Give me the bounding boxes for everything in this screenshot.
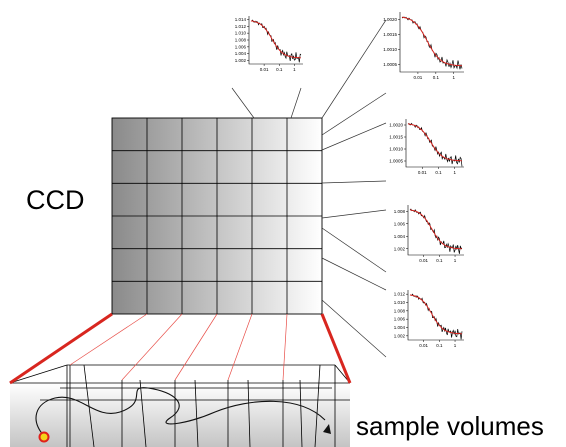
- measured-correlation-curve: [401, 16, 463, 70]
- plot-axes: [407, 205, 464, 256]
- x-tick-label: 1: [454, 343, 457, 348]
- x-tick-label: 0.01: [419, 343, 428, 348]
- ccd-label: CCD: [26, 185, 85, 215]
- fit-curve: [409, 294, 462, 335]
- y-tick-label: 1.004: [235, 51, 247, 56]
- x-tick-label: 0.01: [414, 75, 423, 80]
- measured-correlation-curve: [409, 293, 463, 340]
- x-tick-label: 0.1: [436, 258, 443, 263]
- trajectory-arrowhead: [323, 424, 331, 434]
- x-tick-label: 0.1: [436, 343, 443, 348]
- y-tick-label: 1.006: [394, 317, 406, 322]
- y-tick-label: 1.0005: [383, 62, 397, 67]
- particle-trajectory: [35, 387, 331, 443]
- plot-right-1: 1.0020 1.0015 1.0010 1.0005 0.01 0.1 1: [383, 12, 464, 80]
- x-tick-label: 0.01: [418, 170, 427, 175]
- sample-volumes-label: sample volumes: [356, 411, 544, 441]
- fit-curve: [407, 123, 462, 162]
- ccd-pixel-grid: [112, 118, 322, 314]
- plot-axes: [248, 16, 303, 65]
- y-tick-label: 1.0010: [389, 147, 403, 152]
- x-tick-label: 1: [293, 67, 296, 72]
- plot-axes: [399, 12, 464, 73]
- fit-curve: [409, 209, 462, 250]
- y-tick-label: 1.002: [394, 246, 406, 251]
- fit-curve: [250, 20, 301, 59]
- y-tick-label: 1.006: [394, 221, 406, 226]
- y-tick-label: 1.010: [235, 31, 247, 36]
- y-tick-label: 1.0005: [389, 159, 403, 164]
- y-tick-label: 1.004: [394, 234, 406, 239]
- plot-right-3: 1.008 1.006 1.004 1.002 0.01 0.1 1: [394, 205, 464, 263]
- y-tick-label: 1.0020: [383, 17, 397, 22]
- y-tick-label: 1.010: [394, 300, 406, 305]
- y-tick-label: 1.002: [235, 58, 247, 63]
- y-tick-label: 1.012: [235, 24, 247, 29]
- x-tick-label: 0.1: [435, 170, 442, 175]
- y-tick-label: 1.0010: [383, 47, 397, 52]
- y-tick-label: 1.002: [394, 333, 406, 338]
- y-tick-label: 1.008: [394, 308, 406, 313]
- plot-axes: [407, 290, 464, 341]
- x-tick-label: 1: [453, 170, 456, 175]
- plot-right-4: 1.012 1.010 1.008 1.006 1.004 1.002 0.01 0.1 1: [394, 290, 464, 348]
- y-tick-label: 1.0015: [389, 135, 403, 140]
- y-tick-label: 1.008: [394, 209, 406, 214]
- plot-axes: [405, 119, 464, 168]
- y-tick-label: 1.014: [235, 17, 247, 22]
- ccd-detector: [111, 117, 323, 315]
- projection-lines: [9, 312, 352, 385]
- x-tick-label: 1: [454, 258, 457, 263]
- sample-volume-box: [9, 364, 351, 447]
- y-tick-label: 1.004: [394, 325, 406, 330]
- measured-correlation-curve: [409, 208, 463, 254]
- y-tick-label: 1.006: [235, 44, 247, 49]
- plot-right-2: 1.0020 1.0015 1.0010 1.0005 0.01 0.1 1: [389, 119, 464, 175]
- x-tick-label: 0.1: [433, 75, 440, 80]
- pixel-to-plot-connectors: [231, 19, 387, 358]
- particle-dot: [38, 431, 50, 443]
- fit-curve: [401, 16, 462, 67]
- measured-correlation-curve: [250, 19, 302, 63]
- y-tick-label: 1.008: [235, 38, 247, 43]
- y-tick-label: 1.0015: [383, 32, 397, 37]
- x-tick-label: 1: [453, 75, 456, 80]
- x-tick-label: 0.01: [419, 258, 428, 263]
- y-tick-label: 1.012: [394, 292, 406, 297]
- x-tick-label: 0.01: [260, 67, 269, 72]
- x-tick-label: 0.1: [276, 67, 283, 72]
- y-tick-label: 1.0020: [389, 123, 403, 128]
